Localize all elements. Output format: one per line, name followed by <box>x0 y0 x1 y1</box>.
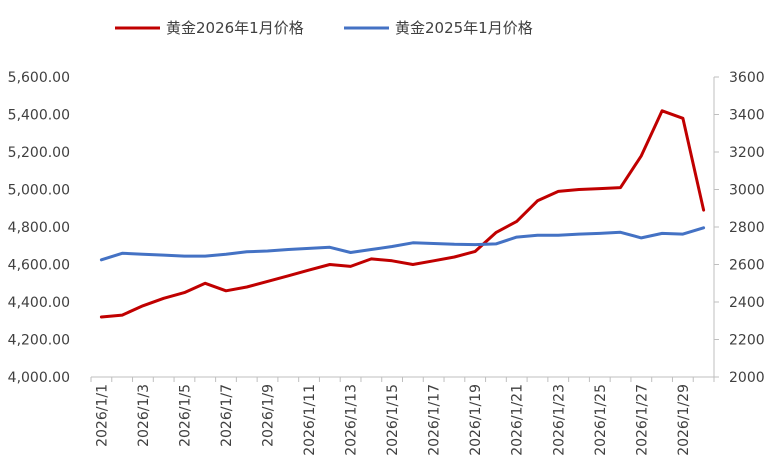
left-y-axis-ticks: 4,000.00 4,200.00 4,400.00 4,600.00 4,800.00… <box>8 70 70 386</box>
x-tick-label: 2026/1/3 <box>136 384 152 447</box>
left-y-tick-label: 5,400.00 <box>8 108 70 124</box>
right-y-tick-label: 3000 <box>729 183 765 199</box>
x-tick-label: 2026/1/13 <box>344 384 360 456</box>
legend: 黄金2026年1月价格 黄金2025年1月价格 <box>115 19 533 37</box>
x-tick-label: 2026/1/19 <box>468 384 484 456</box>
x-tick-label: 2026/1/17 <box>427 384 443 456</box>
series-line-2026 <box>99 109 706 319</box>
left-y-tick-label: 5,000.00 <box>8 183 70 199</box>
series-lines <box>99 109 706 319</box>
left-y-tick-label: 4,200.00 <box>8 333 70 349</box>
right-y-axis-ticks: 2000 2200 2400 2600 2800 3000 3200 3400 3600 <box>714 70 765 386</box>
x-tick-label: 2026/1/25 <box>593 384 609 456</box>
right-y-tick-label: 2200 <box>729 333 765 349</box>
x-tick-label: 2026/1/1 <box>94 384 110 447</box>
left-y-tick-label: 4,400.00 <box>8 295 70 311</box>
x-tick-label: 2026/1/27 <box>634 384 650 456</box>
right-y-tick-label: 2800 <box>729 220 765 236</box>
left-y-tick-label: 4,000.00 <box>8 370 70 386</box>
axes <box>91 77 715 378</box>
x-tick-label: 2026/1/5 <box>177 384 193 447</box>
right-y-tick-label: 2000 <box>729 370 765 386</box>
x-tick-label: 2026/1/23 <box>551 384 567 456</box>
legend-label-2026: 黄金2026年1月价格 <box>166 19 304 37</box>
left-y-tick-label: 4,600.00 <box>8 258 70 274</box>
x-tick-label: 2026/1/29 <box>676 384 692 456</box>
x-tick-label: 2026/1/21 <box>510 384 526 456</box>
x-tick-label: 2026/1/9 <box>261 384 277 447</box>
x-axis-ticks: 2026/1/1 2026/1/3 2026/1/5 2026/1/7 2026/1/9… <box>90 377 715 456</box>
x-tick-label: 2026/1/11 <box>302 384 318 456</box>
left-y-tick-label: 5,600.00 <box>8 70 70 86</box>
right-y-tick-label: 3600 <box>729 70 765 86</box>
x-tick-label: 2026/1/15 <box>385 384 401 456</box>
right-y-tick-label: 2400 <box>729 295 765 311</box>
left-y-tick-label: 5,200.00 <box>8 145 70 161</box>
series-line-2025 <box>99 226 706 262</box>
right-y-tick-label: 3200 <box>729 145 765 161</box>
legend-label-2025: 黄金2025年1月价格 <box>395 19 533 37</box>
left-y-tick-label: 4,800.00 <box>8 220 70 236</box>
right-y-tick-label: 3400 <box>729 108 765 124</box>
right-y-tick-label: 2600 <box>729 258 765 274</box>
x-tick-label: 2026/1/7 <box>219 384 235 447</box>
